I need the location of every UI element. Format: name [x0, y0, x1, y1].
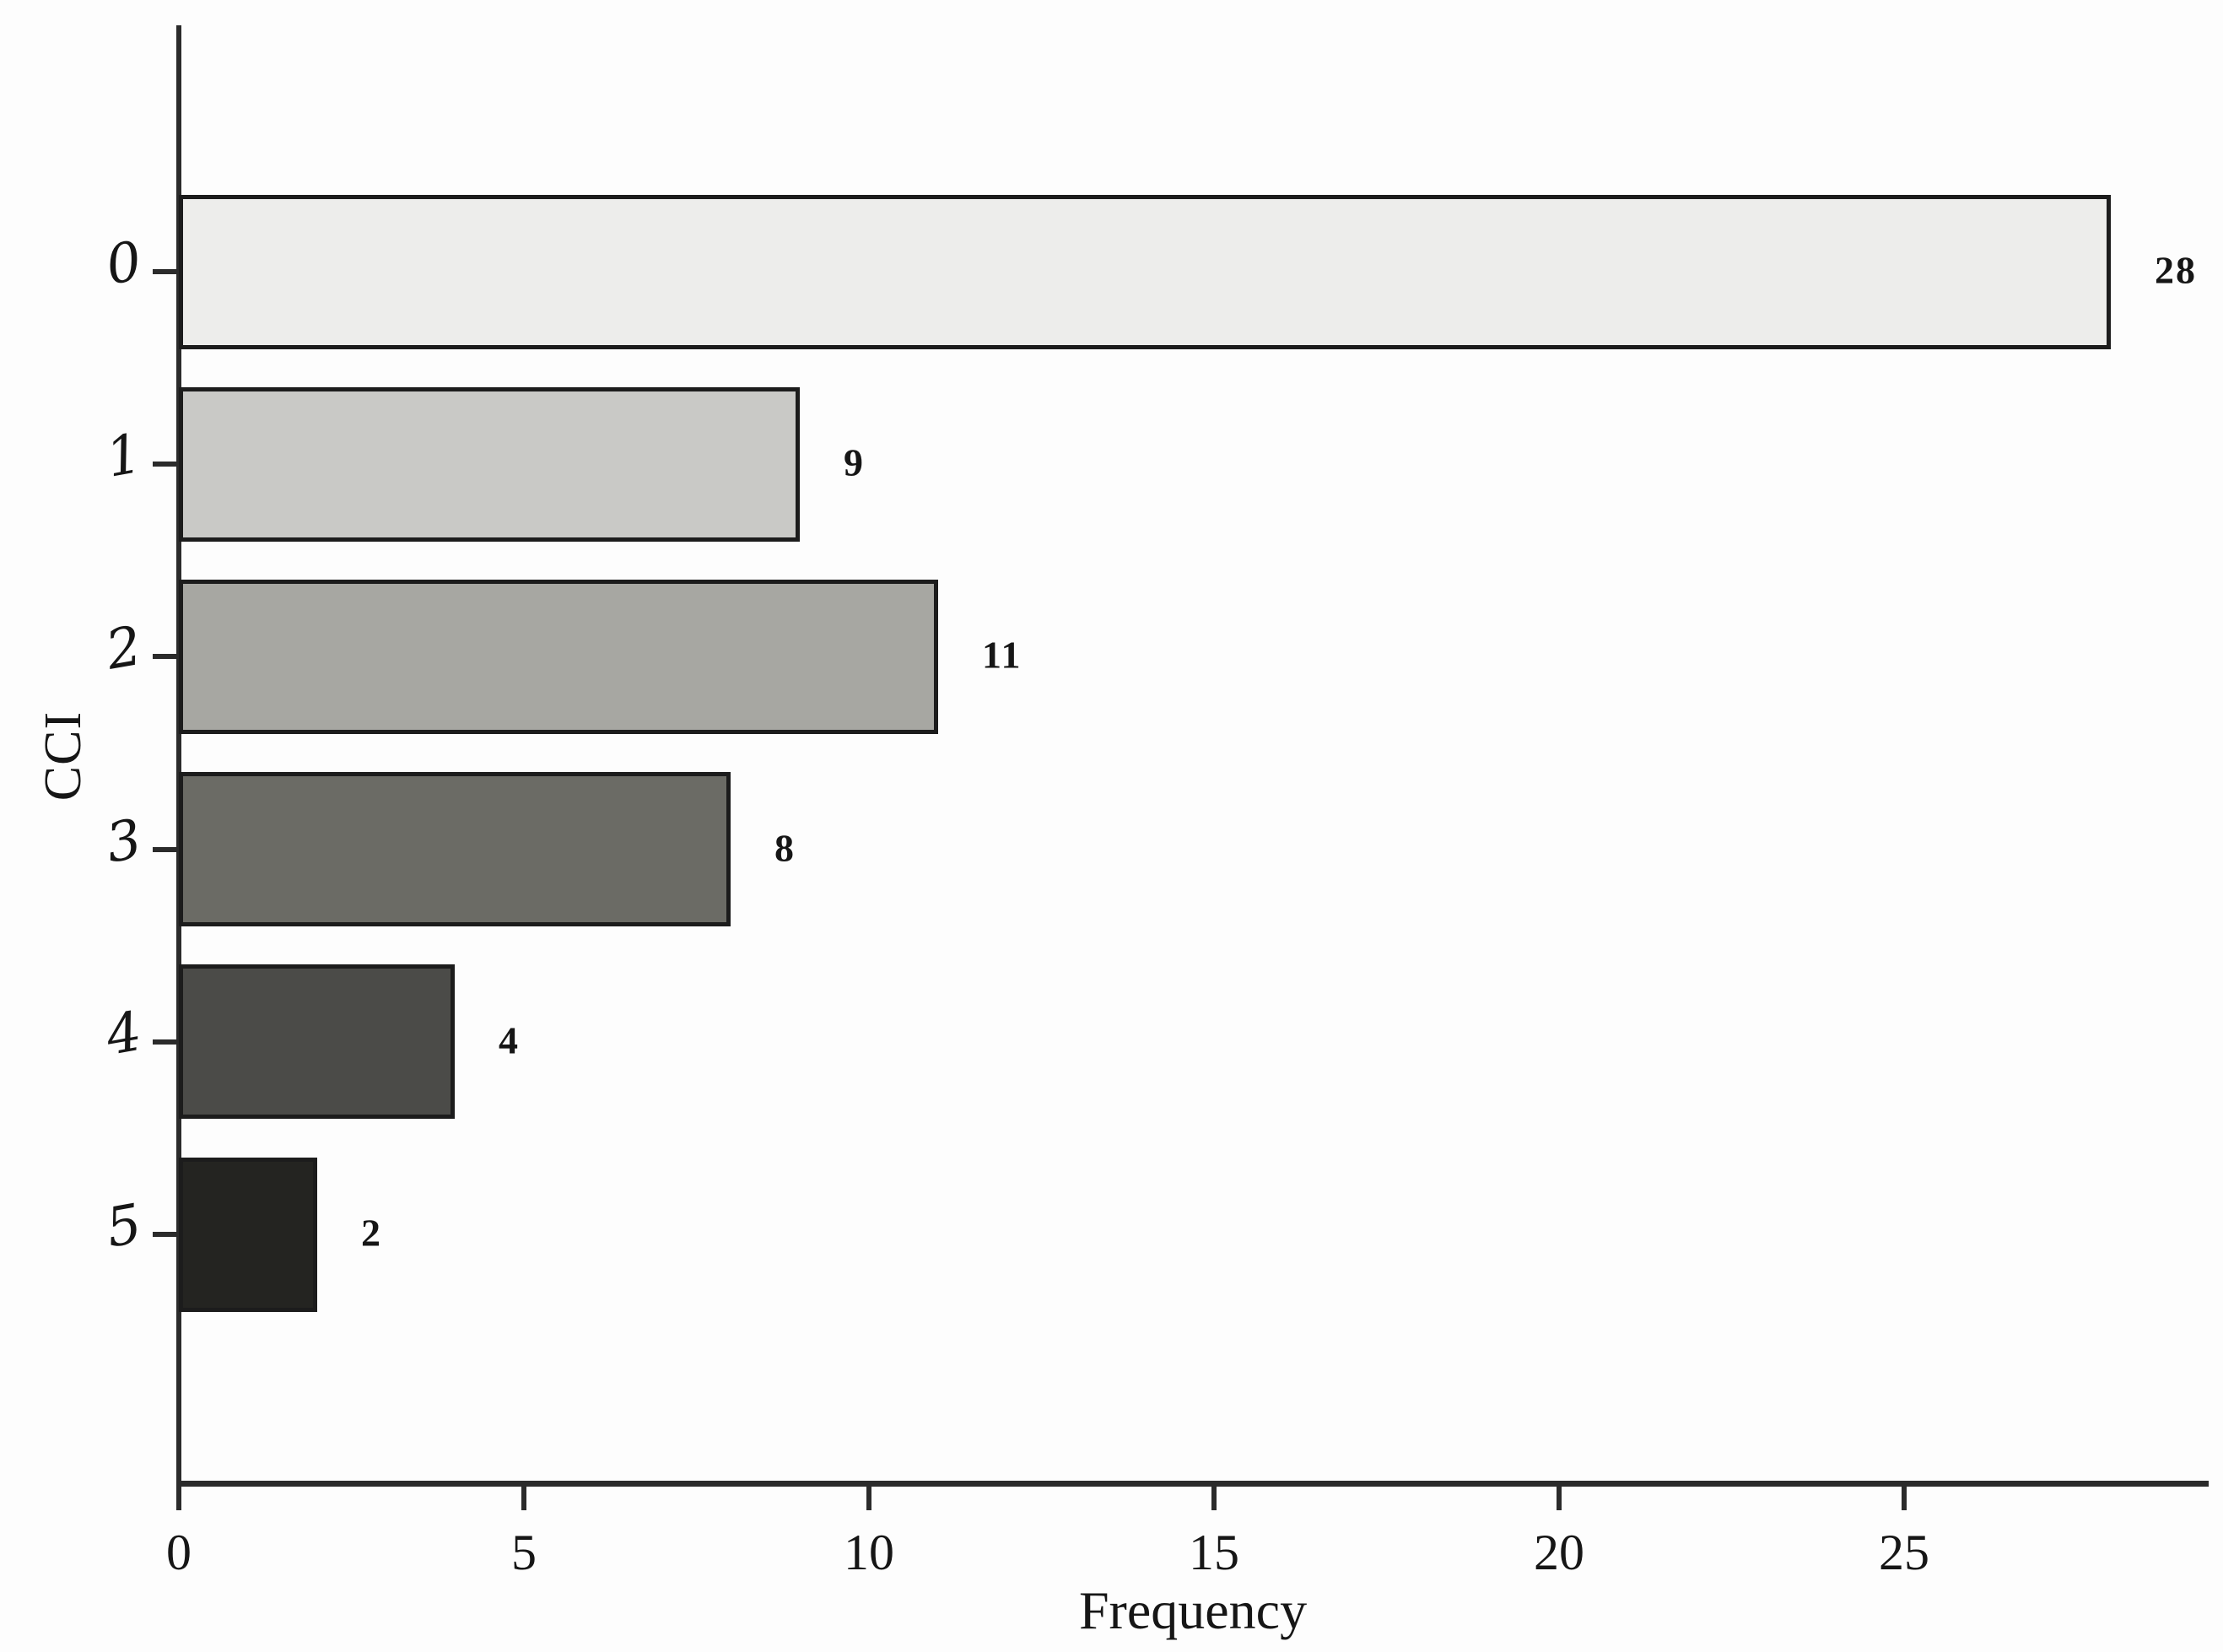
x-axis-line — [176, 1481, 2209, 1487]
x-tick-label: 25 — [1879, 1525, 1929, 1580]
y-tick-mark — [153, 462, 177, 467]
bar-value-label: 9 — [844, 440, 865, 484]
x-tick-mark — [866, 1485, 871, 1510]
x-tick-mark — [1902, 1485, 1907, 1510]
x-tick-label: 10 — [844, 1525, 894, 1580]
bar — [179, 1158, 317, 1312]
x-tick-mark — [1211, 1485, 1217, 1510]
bar-value-label: 11 — [982, 633, 1022, 677]
bar — [179, 964, 455, 1119]
y-tick-label: 5 — [101, 1192, 147, 1261]
y-tick-mark — [153, 654, 177, 659]
x-tick-mark — [1557, 1485, 1562, 1510]
y-tick-mark — [153, 269, 177, 274]
y-tick-mark — [153, 1232, 177, 1237]
bar-value-label: 4 — [499, 1018, 520, 1062]
x-tick-label: 15 — [1189, 1525, 1239, 1580]
x-tick-mark — [176, 1485, 181, 1510]
x-tick-mark — [521, 1485, 526, 1510]
x-tick-label: 0 — [166, 1525, 192, 1580]
bar-value-label: 28 — [2155, 248, 2197, 292]
y-tick-label: 0 — [101, 229, 147, 298]
y-tick-label: 1 — [101, 422, 147, 490]
bar-value-label: 8 — [774, 826, 796, 870]
y-tick-mark — [153, 1039, 177, 1045]
bar — [179, 195, 2111, 349]
bar — [179, 772, 731, 926]
x-tick-label: 20 — [1534, 1525, 1584, 1580]
x-axis-title: Frequency — [1078, 1580, 1308, 1640]
bar-value-label: 2 — [361, 1211, 382, 1255]
y-axis-line — [176, 25, 181, 1486]
bar — [179, 580, 938, 734]
bar — [179, 387, 800, 542]
x-tick-label: 5 — [511, 1525, 537, 1580]
y-axis-title: CCI — [35, 710, 92, 802]
y-tick-label: 4 — [101, 1000, 147, 1068]
y-tick-mark — [153, 847, 177, 852]
